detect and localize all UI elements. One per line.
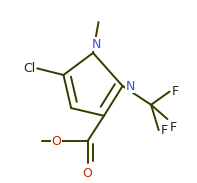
Text: N: N xyxy=(126,80,135,93)
Text: O: O xyxy=(51,135,61,148)
Text: F: F xyxy=(161,124,168,137)
Text: F: F xyxy=(172,85,179,98)
Text: Cl: Cl xyxy=(23,62,35,75)
Text: N: N xyxy=(92,38,101,51)
Text: O: O xyxy=(83,167,93,180)
Text: F: F xyxy=(170,121,177,134)
